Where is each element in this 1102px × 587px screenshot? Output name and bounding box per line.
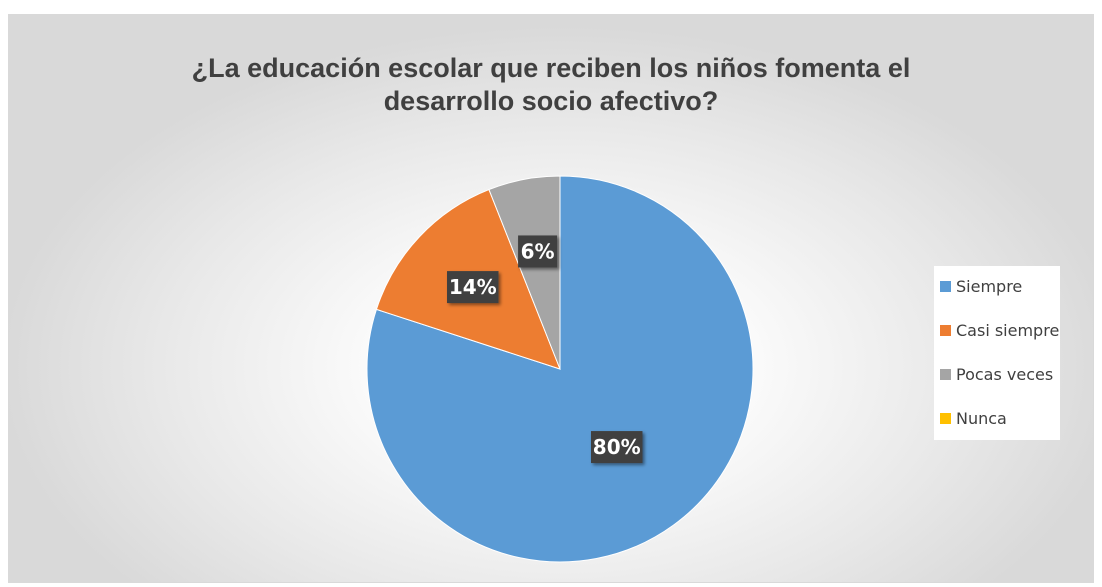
chart-title-line-2: desarrollo socio afectivo? <box>383 86 719 116</box>
data-label-text-pocas-veces: 6% <box>521 239 555 263</box>
legend-swatch-casi-siempre <box>940 324 951 336</box>
data-label-casi-siempre: 14% <box>447 271 499 304</box>
legend-item-casi-siempre: Casi siempre <box>940 320 1059 340</box>
legend-label-casi-siempre: Casi siempre <box>956 320 1060 340</box>
legend-label-siempre: Siempre <box>956 276 1023 296</box>
legend-label-nunca: Nunca <box>956 408 1007 428</box>
legend-item-siempre: Siempre <box>940 276 1022 296</box>
data-label-box-siempre <box>590 431 643 464</box>
data-label-pocas-veces: 6% <box>518 235 558 268</box>
pie-slices <box>366 175 754 563</box>
data-label-text-siempre: 80% <box>593 435 641 459</box>
data-label-siempre: 80% <box>590 431 643 464</box>
legend: Siempre Casi siempre Pocas veces Nunca <box>934 266 1060 440</box>
legend-label-pocas-veces: Pocas veces <box>956 364 1054 384</box>
pie-slice-pocas-veces <box>488 175 561 370</box>
data-label-box-casi-siempre <box>447 271 499 304</box>
legend-item-pocas-veces: Pocas veces <box>940 364 1053 384</box>
legend-swatch-pocas-veces <box>940 368 951 380</box>
legend-swatch-nunca <box>940 412 951 424</box>
legend-item-nunca: Nunca <box>940 408 1007 428</box>
chart-title-line-1: ¿La educación escolar que reciben los ni… <box>191 53 911 83</box>
data-label-text-casi-siempre: 14% <box>449 275 497 299</box>
data-label-box-pocas-veces <box>518 235 558 268</box>
legend-swatch-siempre <box>940 280 951 292</box>
pie-data-labels: 80% 14% 6% <box>447 235 643 464</box>
chart-title: ¿La educación escolar que reciben los ni… <box>0 52 1102 118</box>
